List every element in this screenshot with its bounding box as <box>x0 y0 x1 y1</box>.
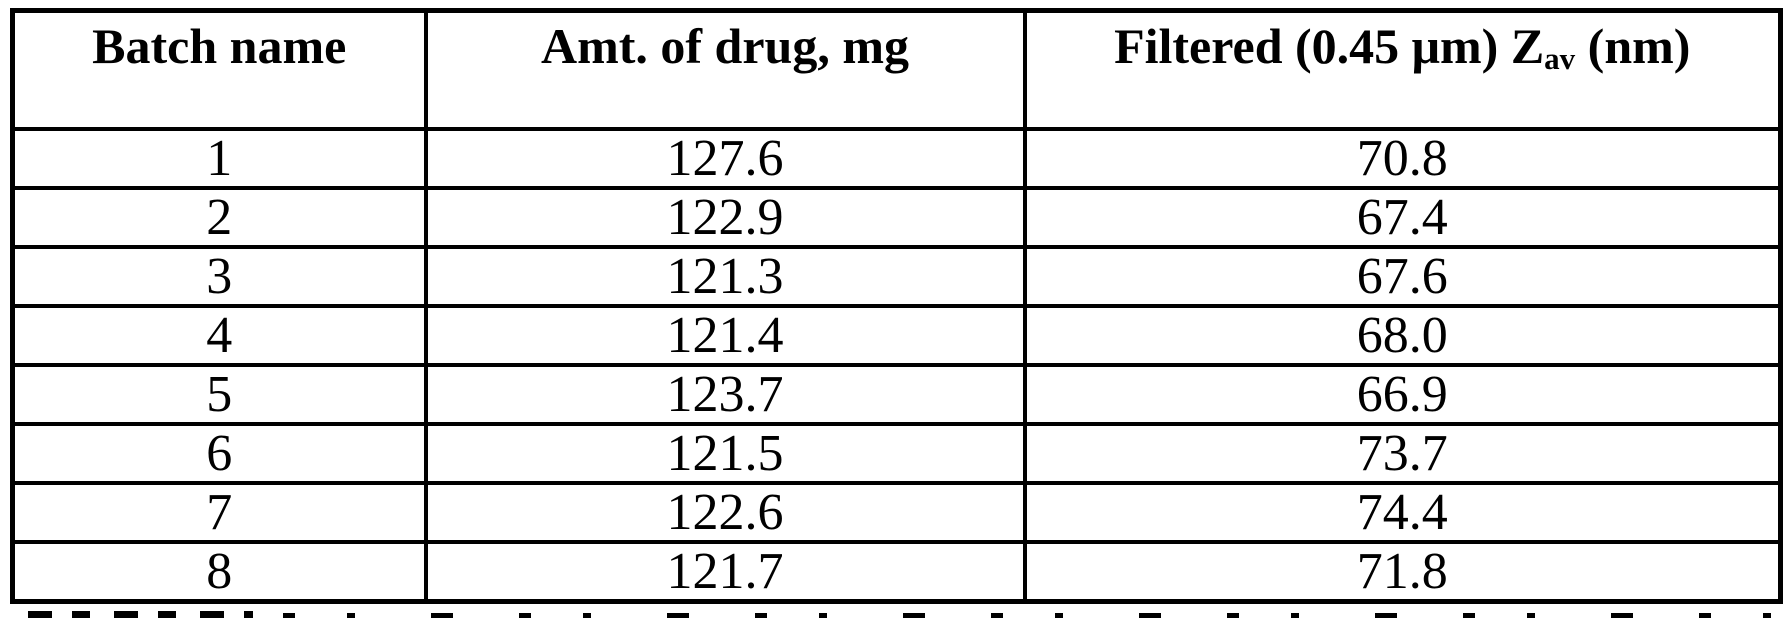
batch-name-cell: 2 <box>10 186 428 249</box>
zav-header-suffix: (nm) <box>1575 18 1691 74</box>
col-header-drug-amount: Amt. of drug, mg <box>423 8 1027 131</box>
batch-results-table: Batch name Amt. of drug, mg Filtered (0.… <box>10 8 1783 604</box>
table-row: 6 121.5 73.7 <box>10 422 1783 485</box>
drug-amount-cell: 122.9 <box>423 186 1027 249</box>
table-row: 3 121.3 67.6 <box>10 245 1783 308</box>
zav-value-cell: 71.8 <box>1022 540 1783 604</box>
header-row: Batch name Amt. of drug, mg Filtered (0.… <box>10 8 1783 131</box>
zav-value-cell: 66.9 <box>1022 363 1783 426</box>
zav-value-cell: 73.7 <box>1022 422 1783 485</box>
table-row: 5 123.7 66.9 <box>10 363 1783 426</box>
zav-value-cell: 70.8 <box>1022 127 1783 190</box>
batch-name-cell: 7 <box>10 481 428 544</box>
zav-header-subscript: av <box>1544 40 1576 76</box>
drug-amount-cell: 121.5 <box>423 422 1027 485</box>
table-row: 2 122.9 67.4 <box>10 186 1783 249</box>
table-row: 7 122.6 74.4 <box>10 481 1783 544</box>
drug-amount-cell: 127.6 <box>423 127 1027 190</box>
drug-amount-cell: 121.7 <box>423 540 1027 604</box>
zav-value-cell: 67.6 <box>1022 245 1783 308</box>
drug-amount-cell: 121.4 <box>423 304 1027 367</box>
col-header-batch-name: Batch name <box>10 8 428 131</box>
truncated-text-fragment <box>28 611 1773 621</box>
zav-value-cell: 67.4 <box>1022 186 1783 249</box>
batch-name-cell: 4 <box>10 304 428 367</box>
table-row: 1 127.6 70.8 <box>10 127 1783 190</box>
batch-name-cell: 8 <box>10 540 428 604</box>
batch-name-cell: 3 <box>10 245 428 308</box>
table-row: 8 121.7 71.8 <box>10 540 1783 604</box>
zav-value-cell: 68.0 <box>1022 304 1783 367</box>
zav-header-prefix: Filtered (0.45 μm) Z <box>1114 18 1545 74</box>
batch-name-cell: 5 <box>10 363 428 426</box>
batch-name-cell: 1 <box>10 127 428 190</box>
col-header-filtered-zav: Filtered (0.45 μm) Zav (nm) <box>1022 8 1783 131</box>
truncated-text-rest <box>283 613 1773 618</box>
table-row: 4 121.4 68.0 <box>10 304 1783 367</box>
drug-amount-cell: 121.3 <box>423 245 1027 308</box>
truncated-text-bold-start <box>28 611 253 618</box>
zav-value-cell: 74.4 <box>1022 481 1783 544</box>
drug-amount-cell: 122.6 <box>423 481 1027 544</box>
drug-amount-cell: 123.7 <box>423 363 1027 426</box>
batch-name-cell: 6 <box>10 422 428 485</box>
